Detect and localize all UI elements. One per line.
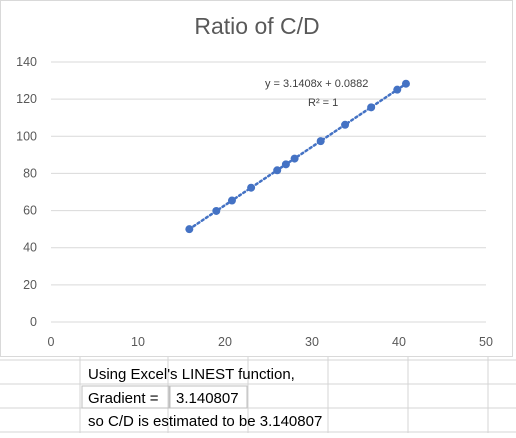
data-point: [316, 137, 325, 146]
y-tick-label: 140: [16, 55, 37, 69]
chart-area[interactable]: Ratio of C/D 0 20 40 60 80 100 120 140 0 10 20 30 40…: [0, 0, 513, 357]
x-tick-label: 30: [305, 335, 319, 349]
x-tick-label: 50: [479, 335, 493, 349]
trendline-r-squared: R² = 1: [308, 97, 338, 109]
x-tick-label: 20: [218, 335, 232, 349]
data-point: [367, 103, 376, 112]
gradient-label-cell[interactable]: Gradient =: [88, 390, 159, 407]
x-tick-label: 10: [131, 335, 145, 349]
trendline-equation: y = 3.1408x + 0.0882: [265, 78, 368, 90]
data-point: [401, 79, 410, 88]
y-tick-label: 100: [16, 129, 37, 143]
x-tick-label: 40: [392, 335, 406, 349]
y-tick-label: 20: [23, 278, 37, 292]
estimate-note-cell[interactable]: so C/D is estimated to be 3.140807: [88, 413, 323, 430]
data-point: [185, 225, 194, 234]
linest-note-cell[interactable]: Using Excel's LINEST function,: [88, 366, 295, 383]
y-tick-label: 120: [16, 92, 37, 106]
data-point: [393, 85, 402, 94]
data-point: [273, 166, 282, 175]
data-point: [290, 154, 299, 163]
gradient-value-border: [169, 385, 248, 409]
y-tick-label: 80: [23, 166, 37, 180]
gradient-value-cell[interactable]: 3.140807: [176, 390, 239, 407]
gradient-label-border: [81, 385, 170, 409]
y-tick-label: 40: [23, 241, 37, 255]
data-point: [341, 120, 350, 129]
y-tick-label: 60: [23, 204, 37, 218]
y-tick-label: 0: [30, 315, 37, 329]
data-point: [227, 196, 236, 205]
data-point: [281, 160, 290, 169]
scatter-chart: Ratio of C/D 0 20 40 60 80 100 120 140 0 10 20 30 40…: [16, 13, 493, 349]
chart-title: Ratio of C/D: [194, 13, 319, 39]
data-point: [247, 183, 256, 192]
x-tick-label: 0: [48, 335, 55, 349]
data-point: [212, 206, 221, 215]
